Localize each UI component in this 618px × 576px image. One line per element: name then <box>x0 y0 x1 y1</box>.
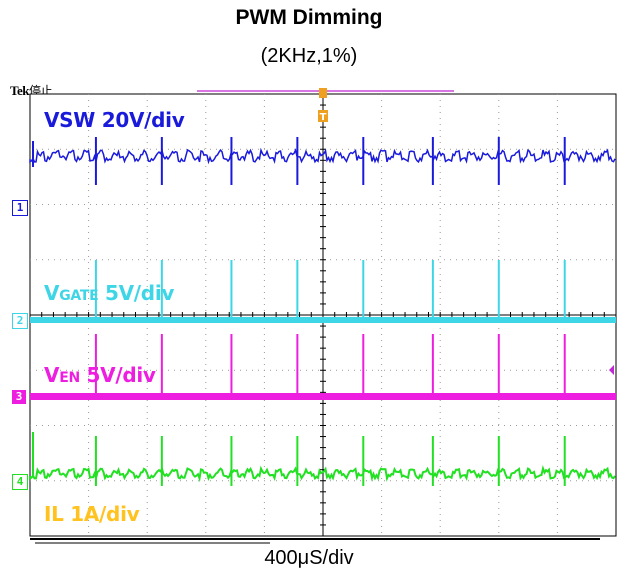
chart-subtitle: (2KHz,1%) <box>260 45 358 67</box>
ch3-trace <box>30 393 616 400</box>
trigger-level-marker <box>609 365 614 375</box>
ch3-label-tail: 5V/div <box>79 363 156 387</box>
ch2-label-tail: 5V/div <box>98 281 175 305</box>
trigger-marker-top <box>319 88 327 98</box>
trigger-marker-label: T <box>320 112 327 123</box>
ch2-trace <box>30 317 616 323</box>
chart-title: PWM Dimming <box>235 6 383 29</box>
ch1-label-main: VSW 20V/div <box>44 108 185 132</box>
ch1-marker: 1 <box>12 200 28 216</box>
ch4-label: IL 1A/div <box>44 502 140 526</box>
ch3-marker: 3 <box>12 390 26 404</box>
trigger-marker <box>318 110 328 122</box>
x-axis-label: 400μS/div <box>264 547 354 569</box>
scope-brand: Tek <box>10 83 29 98</box>
ch1-trace <box>29 147 616 165</box>
ch4-label-main: IL 1A/div <box>44 502 140 526</box>
ch4-trace <box>29 464 616 483</box>
ch3-label: VEN 5V/div <box>44 363 156 387</box>
ch2-marker: 2 <box>12 313 28 329</box>
ch2-label: VGATE 5V/div <box>44 281 174 305</box>
ch1-label: VSW 20V/div <box>44 108 185 132</box>
ch3-label-main: V <box>44 363 60 387</box>
ch2-label-sub: GATE <box>59 288 99 304</box>
ch4-marker: 4 <box>12 474 28 490</box>
ch2-label-main: V <box>44 281 60 305</box>
ch3-label-sub: EN <box>59 370 80 386</box>
